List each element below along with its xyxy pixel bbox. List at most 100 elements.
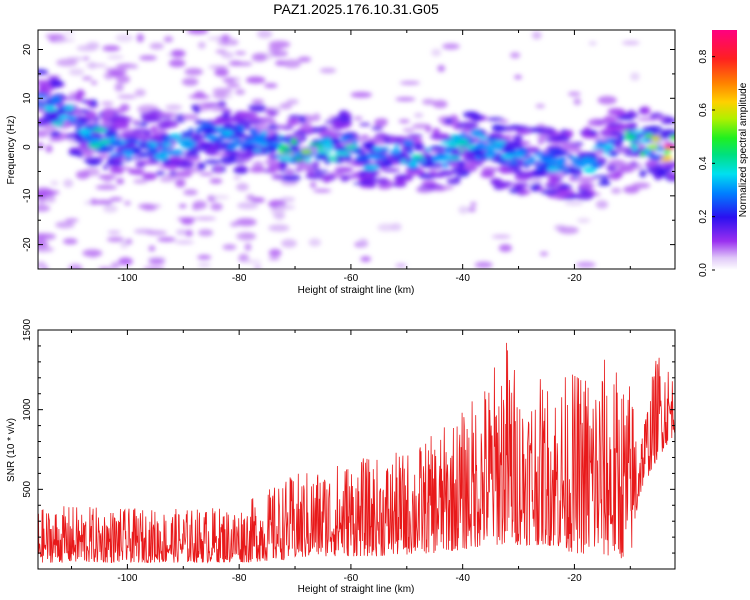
heatmap-blob xyxy=(188,127,194,133)
heatmap-blob xyxy=(546,165,560,173)
colorbar-tick-label: 0.6 xyxy=(698,103,709,117)
heatmap-blob xyxy=(460,132,467,136)
y-tick-label: -20 xyxy=(22,237,33,252)
heatmap-blob xyxy=(524,164,530,169)
heatmap-blob xyxy=(241,259,262,264)
heatmap-blob xyxy=(210,202,223,211)
heatmap-blob xyxy=(510,52,521,59)
heatmap-blob xyxy=(470,202,477,206)
heatmap-blob xyxy=(444,147,452,154)
heatmap-blob xyxy=(248,104,267,111)
heatmap-peak xyxy=(367,154,380,160)
heatmap-blob xyxy=(334,166,354,173)
colorbar-gradient xyxy=(712,30,737,270)
heatmap-peak xyxy=(99,139,112,145)
heatmap-blob xyxy=(304,157,311,163)
heatmap-blob xyxy=(131,148,141,155)
heatmap-blob xyxy=(606,173,623,177)
heatmap-blob xyxy=(220,155,236,165)
heatmap-blob xyxy=(573,98,582,106)
heatmap-blob xyxy=(222,36,229,45)
heatmap-blob xyxy=(68,68,85,76)
heatmap-blob xyxy=(332,120,342,124)
heatmap-blob xyxy=(332,122,345,130)
heatmap-blob xyxy=(531,170,546,176)
heatmap-blob xyxy=(311,126,324,134)
heatmap-blob xyxy=(251,197,265,203)
heatmap-blob xyxy=(245,76,266,84)
heatmap-blob xyxy=(338,110,349,118)
heatmap-blob xyxy=(201,126,215,134)
heatmap-blob xyxy=(458,160,466,168)
heatmap-blob xyxy=(83,156,104,164)
heatmap-blob xyxy=(475,162,483,167)
heatmap-blob xyxy=(277,204,296,210)
heatmap-blob xyxy=(402,144,414,150)
heatmap-blob xyxy=(184,68,204,76)
heatmap-blob xyxy=(513,149,528,155)
heatmap-blob xyxy=(252,148,264,153)
heatmap-blob xyxy=(198,229,214,237)
colorbar: 0.0 0.2 0.4 0.6 0.8 Normalized spectral ampl… xyxy=(698,30,749,277)
heatmap-blob xyxy=(132,134,152,141)
heatmap-blob xyxy=(109,135,118,143)
heatmap-blob xyxy=(181,131,192,137)
heatmap-blob xyxy=(233,175,241,180)
heatmap-peak xyxy=(601,144,614,150)
heatmap-blob xyxy=(308,142,323,146)
heatmap-blob xyxy=(587,118,606,127)
heatmap-blob xyxy=(515,171,535,177)
heatmap-blob xyxy=(107,146,115,152)
heatmap-blob xyxy=(85,135,101,139)
heatmap-blob xyxy=(251,52,268,62)
heatmap-blob xyxy=(168,59,186,68)
heatmap-blob xyxy=(221,51,234,59)
heatmap-blob xyxy=(353,116,363,120)
heatmap-blob xyxy=(263,82,278,89)
heatmap-blob xyxy=(610,187,622,194)
heatmap-blob xyxy=(358,238,369,247)
heatmap-blob xyxy=(581,130,591,139)
snr-panel: -100 -80 -60 -40 -20 500 1000 1500 Height of st… xyxy=(6,318,676,595)
heatmap-blob xyxy=(180,114,199,121)
heatmap-blob xyxy=(360,256,372,263)
heatmap-blob xyxy=(278,155,294,162)
heatmap-blob xyxy=(222,113,229,119)
heatmap-blob xyxy=(639,169,647,178)
heatmap-blob xyxy=(540,189,560,195)
x-tick-label: -20 xyxy=(567,573,582,584)
heatmap-blob xyxy=(441,162,449,168)
heatmap-blob xyxy=(235,218,257,227)
heatmap-blob xyxy=(248,128,259,134)
heatmap-blob xyxy=(181,219,194,225)
heatmap-blob xyxy=(191,104,199,110)
heatmap-blob xyxy=(105,76,113,80)
heatmap-blob xyxy=(478,133,483,138)
heatmap-blob xyxy=(573,175,579,179)
x-tick-label: -60 xyxy=(344,573,359,584)
heatmap-blob xyxy=(391,157,404,160)
heatmap-blob xyxy=(499,119,509,124)
heatmap-blob xyxy=(549,135,567,140)
heatmap-blob xyxy=(665,172,675,176)
heatmap-blob xyxy=(195,216,217,221)
heatmap-blob xyxy=(103,204,118,213)
heatmap-blob xyxy=(493,140,507,145)
heatmap-blob xyxy=(574,192,594,201)
heatmap-blob xyxy=(213,129,223,133)
heatmap-blob xyxy=(159,148,172,154)
heatmap-peak xyxy=(479,144,492,150)
heatmap-blob xyxy=(65,218,79,222)
heatmap-blob xyxy=(531,31,542,40)
heatmap-peak xyxy=(255,139,268,145)
heatmap-blob xyxy=(297,56,312,63)
heatmap-blob xyxy=(175,229,188,236)
heatmap-blob xyxy=(425,124,432,133)
heatmap-blob xyxy=(174,240,195,245)
heatmap-blob xyxy=(45,33,65,38)
heatmap-blob xyxy=(224,136,237,140)
heatmap-blob xyxy=(431,48,442,57)
heatmap-peak xyxy=(43,105,56,111)
heatmap-blob xyxy=(654,116,667,121)
